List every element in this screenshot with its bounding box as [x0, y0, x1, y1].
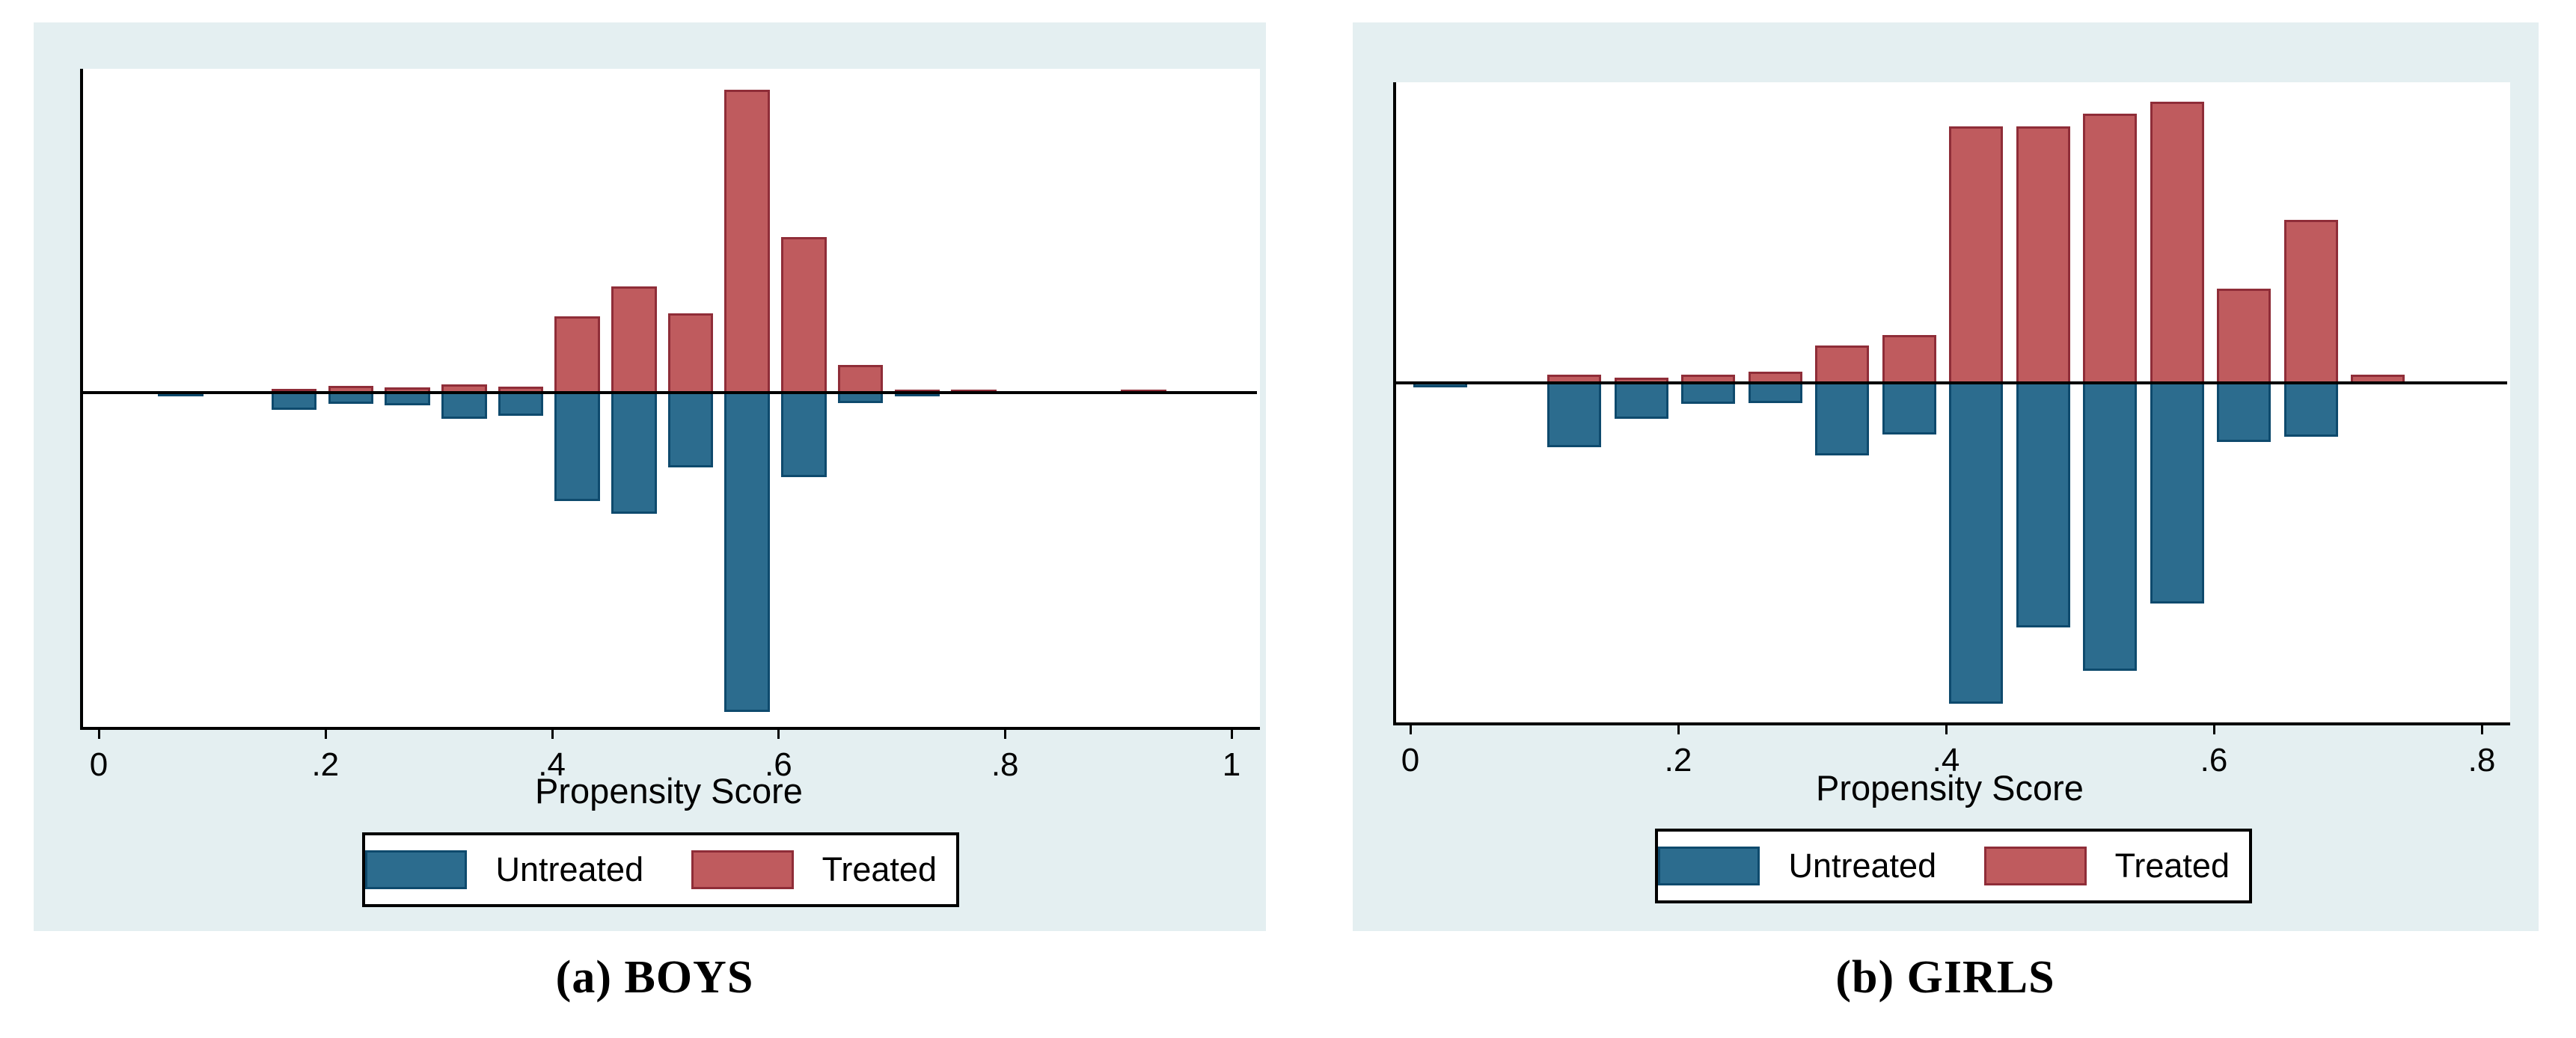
- bar-untreated: [2283, 384, 2338, 437]
- x-tick-label: 0: [89, 746, 108, 783]
- bar-untreated: [1614, 384, 1668, 419]
- bar-untreated: [2217, 384, 2271, 442]
- x-tick-mark: [324, 727, 327, 739]
- subfigure-caption: (a) BOYS: [555, 952, 754, 1003]
- bar-untreated: [1547, 384, 1602, 447]
- bar-untreated: [554, 394, 600, 501]
- bar-treated: [385, 387, 430, 393]
- bar-treated: [554, 316, 600, 393]
- bar-untreated: [1949, 384, 2004, 704]
- x-tick-mark: [2481, 722, 2483, 734]
- x-tick-mark: [777, 727, 780, 739]
- subfigure-caption: (b) GIRLS: [1835, 952, 2055, 1003]
- legend-untreated-label: Untreated: [1788, 847, 1937, 885]
- bar-untreated: [328, 394, 374, 404]
- treated-swatch-icon: [691, 850, 794, 889]
- legend-treated-label: Treated: [2114, 847, 2230, 885]
- bar-untreated: [385, 394, 430, 405]
- bar-treated: [2351, 375, 2405, 383]
- untreated-swatch-icon: [365, 850, 468, 889]
- bar-treated: [837, 365, 884, 393]
- x-axis-title: Propensity Score: [1816, 768, 2084, 808]
- x-tick-mark: [2213, 722, 2215, 734]
- x-tick-mark: [98, 727, 100, 739]
- untreated-swatch-icon: [1658, 847, 1760, 885]
- bar-treated: [2217, 289, 2271, 383]
- x-tick-label: .8: [991, 746, 1019, 783]
- bar-treated: [498, 387, 544, 393]
- x-tick-label: .6: [765, 746, 792, 783]
- x-tick-mark: [1945, 722, 1948, 734]
- x-tick-label: 0: [1401, 742, 1420, 778]
- bar-treated: [271, 389, 317, 393]
- bar-untreated: [611, 394, 657, 514]
- x-axis-title: Propensity Score: [535, 771, 803, 811]
- bar-treated: [1681, 375, 1736, 383]
- bar-untreated: [271, 394, 317, 410]
- bar-untreated: [1815, 384, 1870, 455]
- bar-treated: [781, 237, 827, 393]
- bar-untreated: [1882, 384, 1936, 434]
- x-tick-mark: [1410, 722, 1412, 734]
- bar-treated: [2016, 126, 2070, 383]
- zero-axis-line: [83, 391, 1257, 394]
- x-tick-mark: [551, 727, 554, 739]
- bar-treated: [1614, 378, 1668, 383]
- legend-box: Untreated Treated: [1655, 829, 2252, 903]
- bar-untreated: [667, 394, 714, 467]
- x-tick-label: .4: [1932, 742, 1960, 778]
- bar-untreated: [498, 394, 544, 416]
- x-tick-mark: [1004, 727, 1007, 739]
- x-tick-label: .2: [1664, 742, 1692, 778]
- bar-untreated: [2016, 384, 2070, 627]
- bar-treated: [1882, 335, 1936, 383]
- bar-treated: [611, 286, 657, 393]
- bar-treated: [1547, 375, 1602, 383]
- bar-untreated: [1413, 384, 1468, 387]
- bar-treated: [328, 386, 374, 393]
- legend-untreated-label: Untreated: [495, 850, 644, 888]
- bar-untreated: [894, 394, 940, 396]
- x-tick-label: .6: [2200, 742, 2228, 778]
- bar-treated: [2150, 102, 2204, 383]
- bar-treated: [724, 90, 771, 393]
- bar-untreated: [724, 394, 771, 712]
- zero-axis-line: [1396, 381, 2507, 384]
- bar-untreated: [781, 394, 827, 477]
- bar-treated: [2083, 114, 2138, 383]
- legend-treated-label: Treated: [822, 850, 937, 888]
- bar-treated: [667, 313, 714, 393]
- x-tick-label: .2: [311, 746, 340, 783]
- bar-treated: [1815, 346, 1870, 383]
- bar-untreated: [2150, 384, 2204, 604]
- bar-untreated: [158, 394, 204, 396]
- x-tick-label: 1: [1222, 746, 1241, 783]
- bar-untreated: [441, 394, 487, 419]
- bar-treated: [441, 384, 487, 393]
- x-tick-mark: [1677, 722, 1680, 734]
- bar-treated: [1748, 372, 1802, 383]
- bar-treated: [1949, 126, 2004, 383]
- treated-swatch-icon: [1984, 847, 2087, 885]
- bar-untreated: [1681, 384, 1736, 404]
- bar-untreated: [2083, 384, 2138, 671]
- x-tick-mark: [1231, 727, 1233, 739]
- bar-untreated: [1748, 384, 1802, 403]
- bar-treated: [2283, 220, 2338, 383]
- x-tick-label: .8: [2468, 742, 2496, 778]
- bar-untreated: [837, 394, 884, 403]
- x-tick-label: .4: [538, 746, 566, 783]
- legend-box: Untreated Treated: [362, 832, 959, 907]
